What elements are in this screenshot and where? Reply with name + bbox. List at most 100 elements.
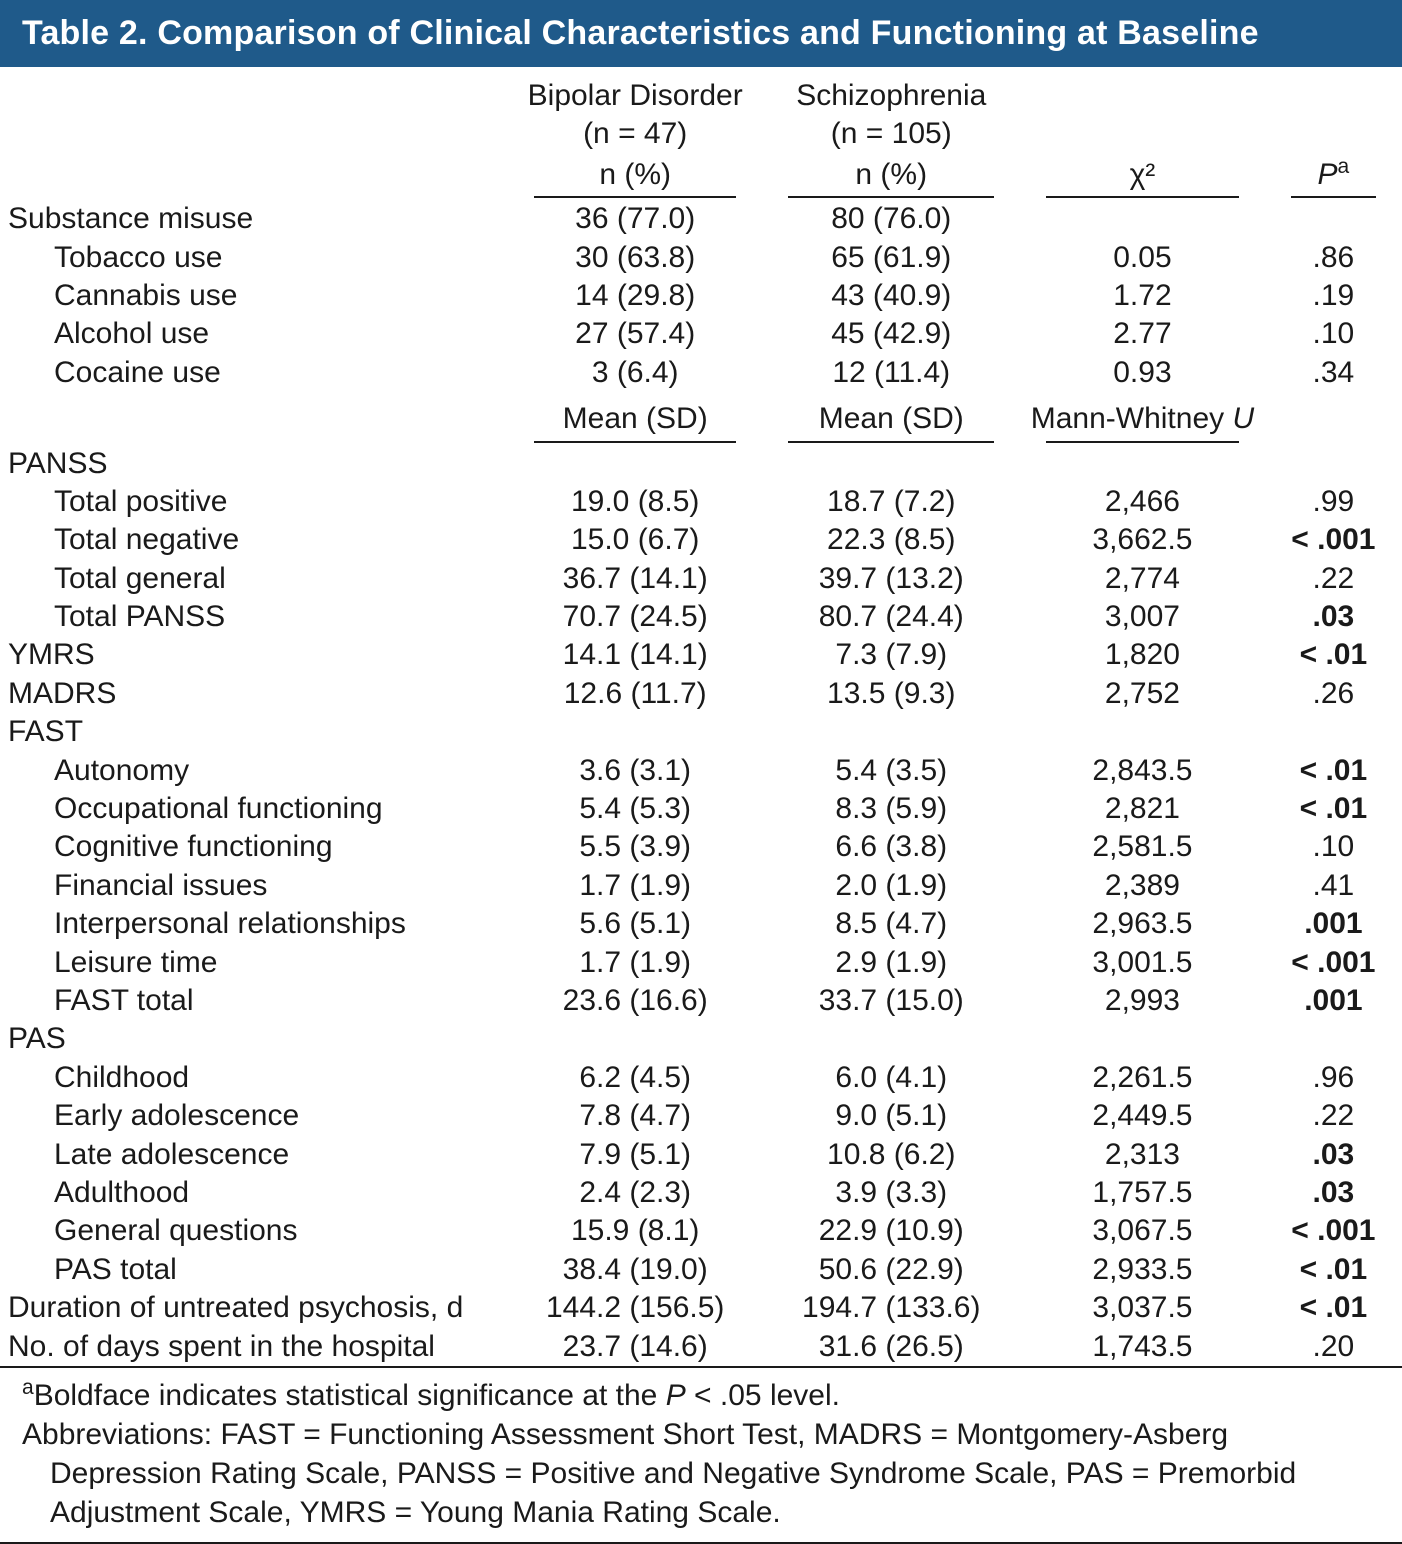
cell-sz: 8.3 (5.9) [762,790,1020,828]
table-row: Leisure time1.7 (1.9)2.9 (1.9)3,001.5< .… [0,944,1402,982]
cell-p: .03 [1265,598,1402,636]
row-label: YMRS [0,636,508,674]
cell-stat: 2,774 [1020,560,1265,598]
row-label: Total general [0,560,508,598]
data-table: Bipolar Disorder Schizophrenia (n = 47) … [0,67,1402,1366]
cell-p: < .01 [1265,1251,1402,1289]
cell-p: .20 [1265,1328,1402,1366]
cell-sz: 3.9 (3.3) [762,1174,1020,1212]
cell-p: < .01 [1265,1289,1402,1327]
cell-bp: 3 (6.4) [508,354,762,392]
row-label: FAST total [0,982,508,1020]
col-header-stat: χ² [1020,154,1265,194]
table-row: Total negative15.0 (6.7)22.3 (8.5)3,662.… [0,521,1402,559]
row-label: Financial issues [0,867,508,905]
row-label: No. of days spent in the hospital [0,1328,508,1366]
cell-p: .34 [1265,354,1402,392]
row-label: Childhood [0,1059,508,1097]
row-label: FAST [0,713,508,751]
cell-bp: 12.6 (11.7) [508,675,762,713]
cell-stat: 2,449.5 [1020,1097,1265,1135]
cell-p: < .001 [1265,1212,1402,1250]
cell-p [1265,713,1402,751]
row-label: Duration of untreated psychosis, d [0,1289,508,1327]
cell-p: < .001 [1265,944,1402,982]
cell-sz: 10.8 (6.2) [762,1136,1020,1174]
cell-stat: 2,821 [1020,790,1265,828]
table-row: Total positive19.0 (8.5)18.7 (7.2)2,466.… [0,483,1402,521]
cell-sz: 9.0 (5.1) [762,1097,1020,1135]
cell-bp: 5.6 (5.1) [508,905,762,943]
cell-stat: 1,757.5 [1020,1174,1265,1212]
cell-stat: 2,261.5 [1020,1059,1265,1097]
table-title: Table 2. Comparison of Clinical Characte… [0,0,1402,67]
cell-p: .22 [1265,560,1402,598]
row-label: Interpersonal relationships [0,905,508,943]
subheader-stat: Mann-Whitney U [1020,392,1265,438]
cell-p: .03 [1265,1174,1402,1212]
cell-bp: 30 (63.8) [508,239,762,277]
cell-p: .10 [1265,315,1402,353]
cell-stat: 3,662.5 [1020,521,1265,559]
row-label: Cannabis use [0,277,508,315]
subheader-sz: Mean (SD) [762,392,1020,438]
cell-bp: 23.7 (14.6) [508,1328,762,1366]
cell-p: < .01 [1265,752,1402,790]
footnote-a: aBoldface indicates statistical signific… [22,1374,1380,1415]
row-label: Tobacco use [0,239,508,277]
row-label: PAS [0,1020,508,1058]
cell-sz: 5.4 (3.5) [762,752,1020,790]
cell-sz: 7.3 (7.9) [762,636,1020,674]
cell-p: .10 [1265,828,1402,866]
cell-p: .03 [1265,1136,1402,1174]
table-row: FAST [0,713,1402,751]
cell-bp: 6.2 (4.5) [508,1059,762,1097]
cell-bp [508,1020,762,1058]
table-row: PAS total38.4 (19.0)50.6 (22.9)2,933.5< … [0,1251,1402,1289]
cell-stat: 2,313 [1020,1136,1265,1174]
cell-sz [762,445,1020,483]
cell-stat: 3,001.5 [1020,944,1265,982]
table-row: Total PANSS70.7 (24.5)80.7 (24.4)3,007.0… [0,598,1402,636]
cell-stat: 2,933.5 [1020,1251,1265,1289]
col-header-sz-1: Schizophrenia [762,67,1020,115]
cell-stat: 2,963.5 [1020,905,1265,943]
cell-p: < .01 [1265,790,1402,828]
subheader-bp: Mean (SD) [508,392,762,438]
cell-bp: 14.1 (14.1) [508,636,762,674]
table-row: Duration of untreated psychosis, d144.2 … [0,1289,1402,1327]
table-container: Table 2. Comparison of Clinical Characte… [0,0,1402,1544]
cell-stat: 1,820 [1020,636,1265,674]
col-header-bp-2: (n = 47) [508,115,762,153]
cell-p: .22 [1265,1097,1402,1135]
row-label: PANSS [0,445,508,483]
row-label: MADRS [0,675,508,713]
cell-stat: 3,037.5 [1020,1289,1265,1327]
cell-p: .96 [1265,1059,1402,1097]
table-row: General questions15.9 (8.1)22.9 (10.9)3,… [0,1212,1402,1250]
table-row: Autonomy3.6 (3.1)5.4 (3.5)2,843.5< .01 [0,752,1402,790]
row-label: Total negative [0,521,508,559]
cell-bp: 70.7 (24.5) [508,598,762,636]
cell-stat: 2,581.5 [1020,828,1265,866]
row-label: PAS total [0,1251,508,1289]
cell-sz: 13.5 (9.3) [762,675,1020,713]
cell-sz: 194.7 (133.6) [762,1289,1020,1327]
cell-bp [508,445,762,483]
table-row: Late adolescence7.9 (5.1)10.8 (6.2)2,313… [0,1136,1402,1174]
cell-bp: 2.4 (2.3) [508,1174,762,1212]
cell-bp: 1.7 (1.9) [508,867,762,905]
row-label: Leisure time [0,944,508,982]
cell-sz: 33.7 (15.0) [762,982,1020,1020]
cell-bp: 15.9 (8.1) [508,1212,762,1250]
table-row: Cannabis use14 (29.8)43 (40.9)1.72.19 [0,277,1402,315]
col-header-sz-2: (n = 105) [762,115,1020,153]
cell-bp: 27 (57.4) [508,315,762,353]
row-label: Early adolescence [0,1097,508,1135]
cell-sz: 43 (40.9) [762,277,1020,315]
cell-p: .001 [1265,905,1402,943]
cell-stat: 0.05 [1020,239,1265,277]
cell-bp: 1.7 (1.9) [508,944,762,982]
cell-bp: 14 (29.8) [508,277,762,315]
row-label: General questions [0,1212,508,1250]
